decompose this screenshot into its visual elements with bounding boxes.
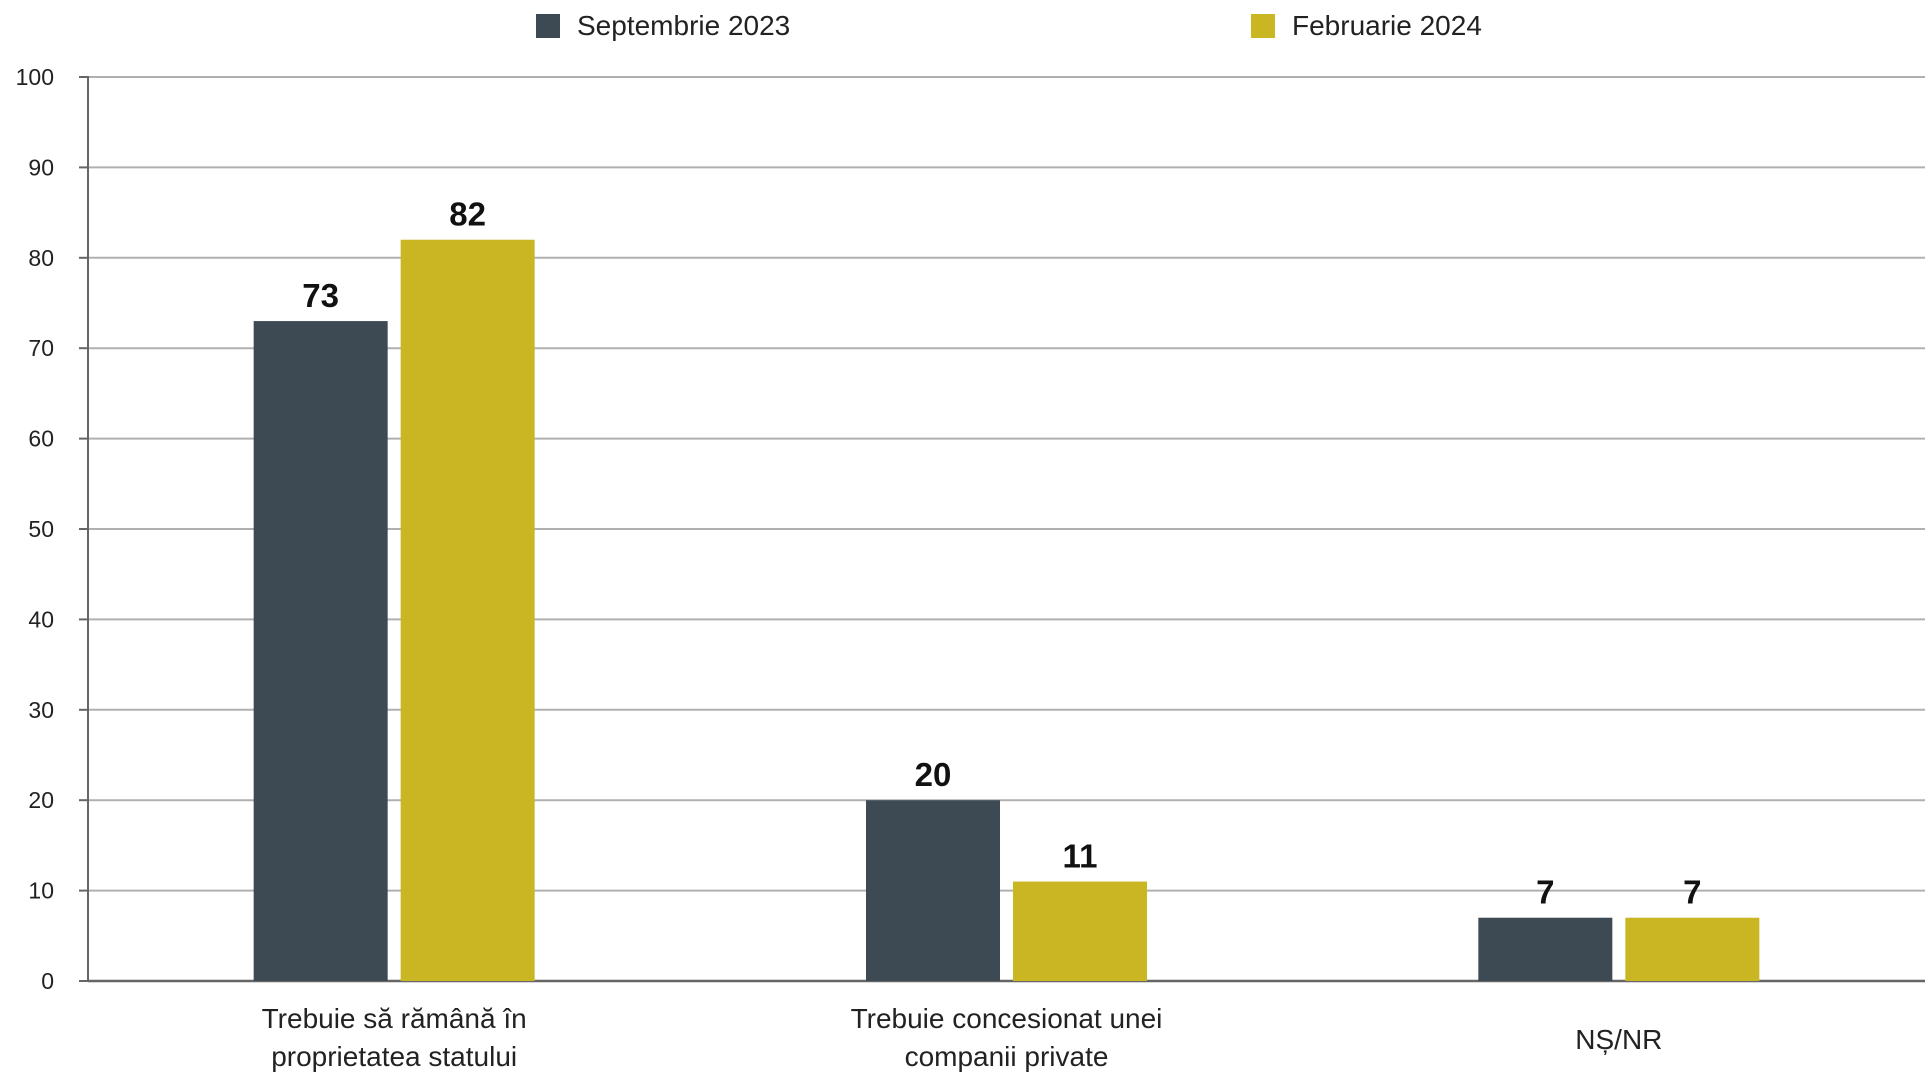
axes [79,76,1925,983]
data-label: 7 [1536,874,1554,911]
bar-septembrie-2023-2 [1478,917,1613,981]
y-tick-label: 60 [28,426,54,452]
legend-swatch [536,14,560,38]
legend-label: Septembrie 2023 [577,10,790,41]
bar-septembrie-2023-1 [866,800,1000,981]
category-labels: Trebuie să rămână în proprietatea statulu… [262,1003,1663,1072]
y-tick-label: 30 [28,697,54,723]
y-tick-label: 80 [28,245,54,271]
category-label-line: NȘ/NR [1575,1024,1662,1055]
category-label-line: proprietatea statului [271,1041,517,1072]
bar-septembrie-2023-0 [253,321,388,982]
y-tick-label: 40 [28,606,54,632]
y-tick-labels: 0 10 20 30 40 50 60 70 80 90 100 [16,64,54,994]
category-label: Trebuie concesionat unei companii private [851,1003,1163,1072]
data-label: 7 [1683,874,1701,911]
y-tick-label: 100 [16,64,54,90]
data-label: 73 [302,277,339,314]
bar-februarie-2024-2 [1625,917,1760,981]
y-tick-label: 90 [28,154,54,180]
legend-swatch [1251,14,1275,38]
y-tick-label: 0 [41,968,54,994]
bar-februarie-2024-1 [1013,881,1147,981]
category-label: NȘ/NR [1575,1024,1662,1055]
legend: Septembrie 2023 Februarie 2024 [536,10,1482,41]
y-tick-label: 50 [28,516,54,542]
data-labels: 73 82 20 11 7 7 [302,196,1701,911]
category-label: Trebuie să rămână în proprietatea statulu… [262,1003,527,1072]
y-tick-label: 10 [28,878,54,904]
data-label: 82 [449,196,486,233]
data-label: 20 [915,756,952,793]
y-tick-label: 70 [28,335,54,361]
bar-februarie-2024-0 [400,239,535,982]
category-label-line: Trebuie să rămână în [262,1003,527,1034]
y-tick-label: 20 [28,787,54,813]
category-label-line: companii private [905,1041,1109,1072]
gridlines [88,76,1925,892]
category-label-line: Trebuie concesionat unei [851,1003,1163,1034]
legend-label: Februarie 2024 [1292,10,1482,41]
data-label: 11 [1063,838,1098,875]
bars [253,239,1760,982]
